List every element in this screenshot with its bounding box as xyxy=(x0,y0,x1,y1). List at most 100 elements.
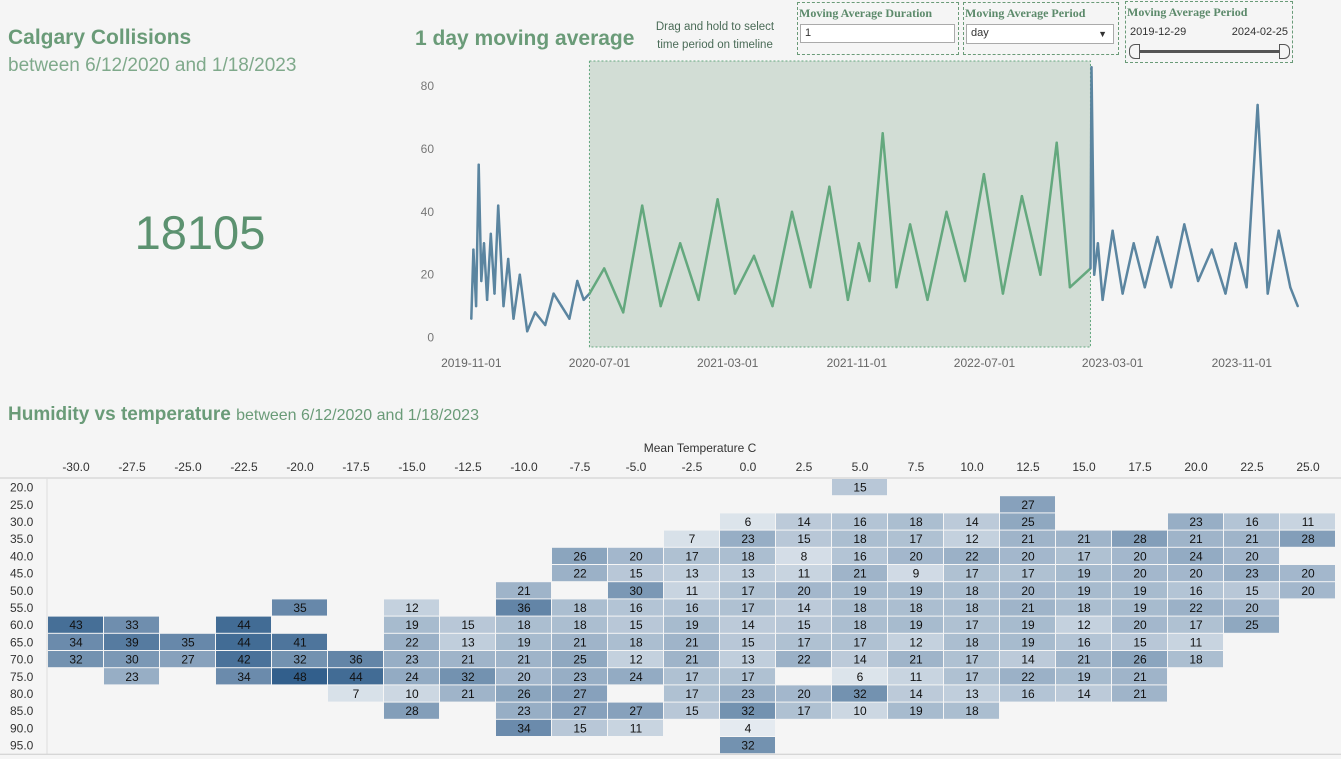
range-label: Moving Average Period xyxy=(1127,5,1248,19)
heatmap-cell-value: 32 xyxy=(69,653,83,667)
heatmap-cell xyxy=(776,702,831,719)
heatmap-cell-value: 21 xyxy=(517,584,531,598)
heatmap-cell-value: 9 xyxy=(913,567,920,581)
heatmap-cell-value: 24 xyxy=(1189,549,1203,563)
heatmap-cell-value: 19 xyxy=(853,584,867,598)
data-point xyxy=(1245,286,1248,289)
heatmap-cell xyxy=(552,616,607,633)
period-select[interactable]: day ▼ xyxy=(966,24,1114,44)
heatmap-title-sub: between 6/12/2020 and 1/18/2023 xyxy=(236,407,479,424)
row-header: 45.0 xyxy=(10,567,34,581)
heatmap-cell xyxy=(1056,530,1111,547)
range-start-handle[interactable] xyxy=(1129,44,1140,59)
heatmap-cell-value: 34 xyxy=(237,670,251,684)
heatmap-cell-value: 20 xyxy=(909,549,923,563)
heatmap-cell-value: 21 xyxy=(517,653,531,667)
data-point xyxy=(1296,304,1299,308)
data-point xyxy=(603,267,606,270)
heatmap-cell xyxy=(664,668,719,685)
heatmap-cell xyxy=(1224,599,1279,616)
heatmap-cell-value: 19 xyxy=(1077,567,1091,581)
column-header: 10.0 xyxy=(960,460,984,474)
heatmap-cell xyxy=(1112,547,1167,564)
heatmap-cell xyxy=(496,651,551,668)
y-tick-label: 40 xyxy=(421,205,435,219)
heatmap-cell-value: 25 xyxy=(1021,515,1035,529)
heatmap-cell xyxy=(216,668,271,685)
duration-control: Moving Average Duration 1 xyxy=(797,2,959,55)
data-point xyxy=(1090,66,1093,69)
heatmap-cell xyxy=(1224,616,1279,633)
data-point xyxy=(622,311,625,314)
heatmap-cell xyxy=(720,616,775,633)
heatmap-cell xyxy=(888,616,943,633)
heatmap-cell-value: 20 xyxy=(1301,567,1315,581)
moving-average-line-chart[interactable]: 0 20 40 60 80 2019-11-01 2020-07-01 2021-03-01 2… xyxy=(410,58,1315,378)
range-slider-track[interactable] xyxy=(1132,50,1282,53)
heatmap-cell xyxy=(664,651,719,668)
heatmap-cell xyxy=(104,616,159,633)
heatmap-cell-value: 18 xyxy=(741,549,755,563)
heatmap-cell-value: 23 xyxy=(405,653,419,667)
heatmap-cell xyxy=(1000,513,1055,530)
heatmap-cell-value: 19 xyxy=(909,584,923,598)
heatmap-cell xyxy=(720,513,775,530)
row-header: 60.0 xyxy=(10,618,34,632)
x-tick-label: 2020-07-01 xyxy=(569,356,631,370)
data-point xyxy=(502,304,505,308)
data-point xyxy=(474,304,478,308)
heatmap-cell xyxy=(1000,633,1055,650)
data-point xyxy=(1001,292,1005,295)
heatmap-cell xyxy=(272,668,327,685)
heatmap-cell xyxy=(1224,565,1279,582)
row-header: 90.0 xyxy=(10,721,34,735)
heatmap-cell xyxy=(832,479,887,496)
heatmap-cell-value: 27 xyxy=(181,653,195,667)
heatmap-cell xyxy=(1056,616,1111,633)
column-header: -15.0 xyxy=(398,460,426,474)
heatmap-cell xyxy=(1280,530,1335,547)
duration-input[interactable]: 1 xyxy=(800,24,955,43)
data-point xyxy=(678,242,682,245)
data-point xyxy=(493,292,496,295)
heatmap-cell-value: 17 xyxy=(965,653,979,667)
heatmap-cell-value: 36 xyxy=(517,601,531,615)
heatmap-cell xyxy=(720,719,775,736)
heatmap-cell-value: 21 xyxy=(1133,670,1147,684)
heatmap-cell xyxy=(1224,513,1279,530)
column-header: -5.0 xyxy=(626,460,647,474)
heatmap-cell xyxy=(832,633,887,650)
data-point xyxy=(1068,286,1072,289)
heatmap-cell xyxy=(720,599,775,616)
heatmap-cell-value: 15 xyxy=(1245,584,1259,598)
heatmap-cell-value: 21 xyxy=(1077,532,1091,546)
heatmap-cell-value: 18 xyxy=(909,601,923,615)
heatmap-cell-value: 11 xyxy=(686,584,699,598)
column-header: -7.5 xyxy=(570,460,591,474)
data-point xyxy=(752,254,756,258)
heatmap-cell xyxy=(384,633,439,650)
heatmap-cell-value: 34 xyxy=(69,635,83,649)
heatmap-cell-value: 11 xyxy=(798,567,811,581)
heatmap-cell-value: 20 xyxy=(1189,567,1203,581)
y-tick-label: 20 xyxy=(421,268,435,282)
heatmap-cell-value: 30 xyxy=(125,653,139,667)
heatmap-cell xyxy=(1224,530,1279,547)
heatmap-cell xyxy=(888,633,943,650)
heatmap-cell xyxy=(1056,599,1111,616)
heatmap-cell xyxy=(888,582,943,599)
data-point xyxy=(963,279,967,283)
heatmap-cell xyxy=(832,668,887,685)
heatmap-cell-value: 18 xyxy=(909,515,923,529)
heatmap-cell-value: 20 xyxy=(1245,549,1259,563)
heatmap-cell-value: 19 xyxy=(909,704,923,718)
range-end-handle[interactable] xyxy=(1279,44,1290,59)
heatmap-cell xyxy=(832,530,887,547)
heatmap-cell-value: 28 xyxy=(405,704,419,718)
heatmap-cell xyxy=(216,651,271,668)
heatmap-cell xyxy=(944,616,999,633)
heatmap-cell xyxy=(720,633,775,650)
heatmap-cell xyxy=(608,599,663,616)
heatmap-cell xyxy=(944,513,999,530)
duration-label: Moving Average Duration xyxy=(799,6,933,20)
